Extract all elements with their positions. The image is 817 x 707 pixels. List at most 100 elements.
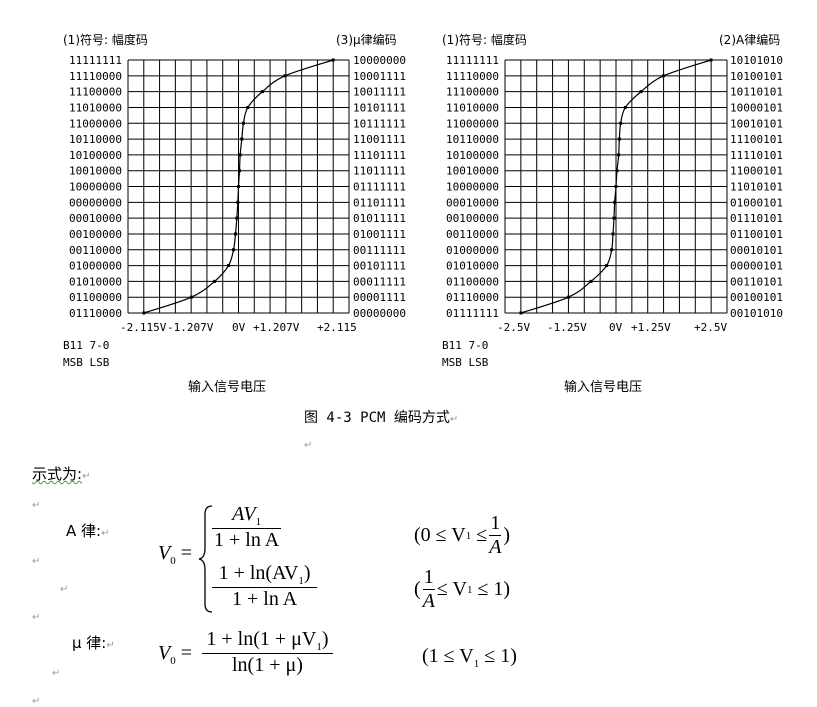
y-tick-label-right: 01111111 <box>353 181 406 194</box>
cond1-end: ) <box>503 524 511 546</box>
equals-sign: = <box>180 642 192 664</box>
paragraph-mark: ↵ <box>32 556 41 567</box>
data-point <box>189 295 193 299</box>
chart1-title-right: (3)μ律编码 <box>336 33 397 47</box>
y-tick-label-left: 01100000 <box>446 275 499 288</box>
chart1-title-left: (1)符号: 幅度码 <box>63 33 148 47</box>
y-tick-label-left: 10110000 <box>69 133 122 146</box>
chart2-xlabel: 输入信号电压 <box>564 380 643 395</box>
mu-law-label-text: μ 律: <box>72 634 107 652</box>
data-point <box>519 311 523 315</box>
mu-denominator: ln(1 + μ) <box>202 653 333 677</box>
a-law-case1-fraction: AV1 1 + ln A <box>212 503 282 552</box>
y-tick-label-right: 01101111 <box>353 196 406 209</box>
case1-numerator-sub: 1 <box>255 516 262 528</box>
y-tick-label-left: 00010000 <box>446 196 499 209</box>
chart1-bit-label: B11 7-0 <box>63 339 110 352</box>
v0-symbol: V <box>158 642 171 664</box>
data-point <box>241 121 245 125</box>
y-tick-label-right: 00101010 <box>730 307 783 320</box>
y-tick-label-right: 00010101 <box>730 244 783 257</box>
chart2-bit-label: B11 7-0 <box>442 339 489 352</box>
cond1-start: (0 ≤ V <box>414 524 466 546</box>
chart2-xtick: -1.25V <box>547 321 587 334</box>
y-tick-label-right: 01001111 <box>353 228 406 241</box>
y-tick-label-right: 00100101 <box>730 291 783 304</box>
data-point <box>623 105 627 109</box>
data-point <box>235 216 239 220</box>
data-point <box>260 90 264 94</box>
y-tick-label-left: 11110000 <box>446 70 499 83</box>
cond1-sub: 1 <box>465 529 472 542</box>
y-tick-label-right: 00000000 <box>353 307 406 320</box>
y-tick-label-left: 01110000 <box>69 307 122 320</box>
y-tick-label-left: 10000000 <box>446 181 499 194</box>
chart1-xtick: +1.207V <box>253 321 300 334</box>
y-tick-label-right: 10010101 <box>730 117 783 130</box>
y-tick-label-right: 11011111 <box>353 165 406 178</box>
paragraph-mark: ↵ <box>32 612 41 623</box>
data-point <box>236 200 240 204</box>
data-point <box>613 200 617 204</box>
data-point <box>237 169 241 173</box>
cond1-le: ≤ <box>476 524 488 546</box>
mu-law-lhs: V0 = <box>158 642 192 667</box>
cond2-end: ≤ 1) <box>477 578 511 600</box>
a-law-case2-fraction: 1 + ln(AV1) 1 + ln A <box>212 562 318 611</box>
data-point <box>246 105 250 109</box>
y-tick-label-left: 00100000 <box>446 212 499 225</box>
y-tick-label-right: 11010101 <box>730 181 783 194</box>
y-tick-label-right: 10001111 <box>353 70 406 83</box>
data-point <box>639 90 643 94</box>
data-point <box>240 137 244 141</box>
mu-cond-end: ≤ 1) <box>484 645 517 667</box>
cond2-frac-num: 1 <box>423 566 434 588</box>
case2-numerator: 1 + ln(AV <box>218 562 299 584</box>
case2-denominator: 1 + ln A <box>212 587 318 611</box>
case2-numerator-sub: 1 <box>298 575 304 587</box>
intro-line: 示式为:↵ <box>32 463 90 484</box>
cond1-frac-num: 1 <box>490 512 501 534</box>
y-tick-label-right: 10100101 <box>730 70 783 83</box>
cond2-sub: 1 <box>466 583 473 596</box>
chart2-title-left: (1)符号: 幅度码 <box>442 33 527 47</box>
y-tick-label-right: 01110101 <box>730 212 783 225</box>
paragraph-mark: ↵ <box>106 640 115 651</box>
a-law-label: A 律:↵ <box>66 520 109 541</box>
y-tick-label-left: 00110000 <box>446 228 499 241</box>
y-tick-label-right: 10000000 <box>353 54 406 67</box>
chart1-xtick: +2.115 <box>317 321 357 334</box>
y-tick-label-right: 11001111 <box>353 133 406 146</box>
y-tick-label-left: 11100000 <box>446 86 499 99</box>
y-tick-label-right: 00110101 <box>730 275 783 288</box>
y-tick-label-left: 00100000 <box>69 228 122 241</box>
y-tick-label-left: 11000000 <box>69 117 122 130</box>
v0-subscript: 0 <box>170 655 176 667</box>
y-tick-label-right: 10101111 <box>353 101 406 114</box>
data-point <box>605 264 609 268</box>
case1-denominator: 1 + ln A <box>212 528 282 551</box>
a-law-lhs: V0 = <box>158 542 192 567</box>
y-tick-label-left: 10110000 <box>446 133 499 146</box>
y-tick-label-left: 11111111 <box>69 54 122 67</box>
equals-sign: = <box>180 542 192 564</box>
figure-caption: 图 4-3 PCM 编码方式↵ <box>304 407 458 427</box>
data-point <box>283 74 287 78</box>
mu-numerator-sub: 1 <box>316 641 322 653</box>
y-tick-label-right: 00111111 <box>353 244 406 257</box>
data-point <box>589 279 593 283</box>
chart2-xtick: -2.5V <box>497 321 531 334</box>
chart1-xlabel: 输入信号电压 <box>188 380 267 395</box>
y-tick-label-left: 11110000 <box>69 70 122 83</box>
chart2-xtick: +1.25V <box>631 321 671 334</box>
y-tick-label-left: 10010000 <box>446 165 499 178</box>
paragraph-mark: ↵ <box>449 414 459 425</box>
y-tick-label-left: 10100000 <box>69 149 122 162</box>
data-point <box>709 58 713 62</box>
cond2-frac-den: A <box>422 589 435 612</box>
y-tick-label-right: 01100101 <box>730 228 783 241</box>
chart2-xtick: +2.5V <box>694 321 728 334</box>
case1-numerator: AV <box>232 503 256 525</box>
